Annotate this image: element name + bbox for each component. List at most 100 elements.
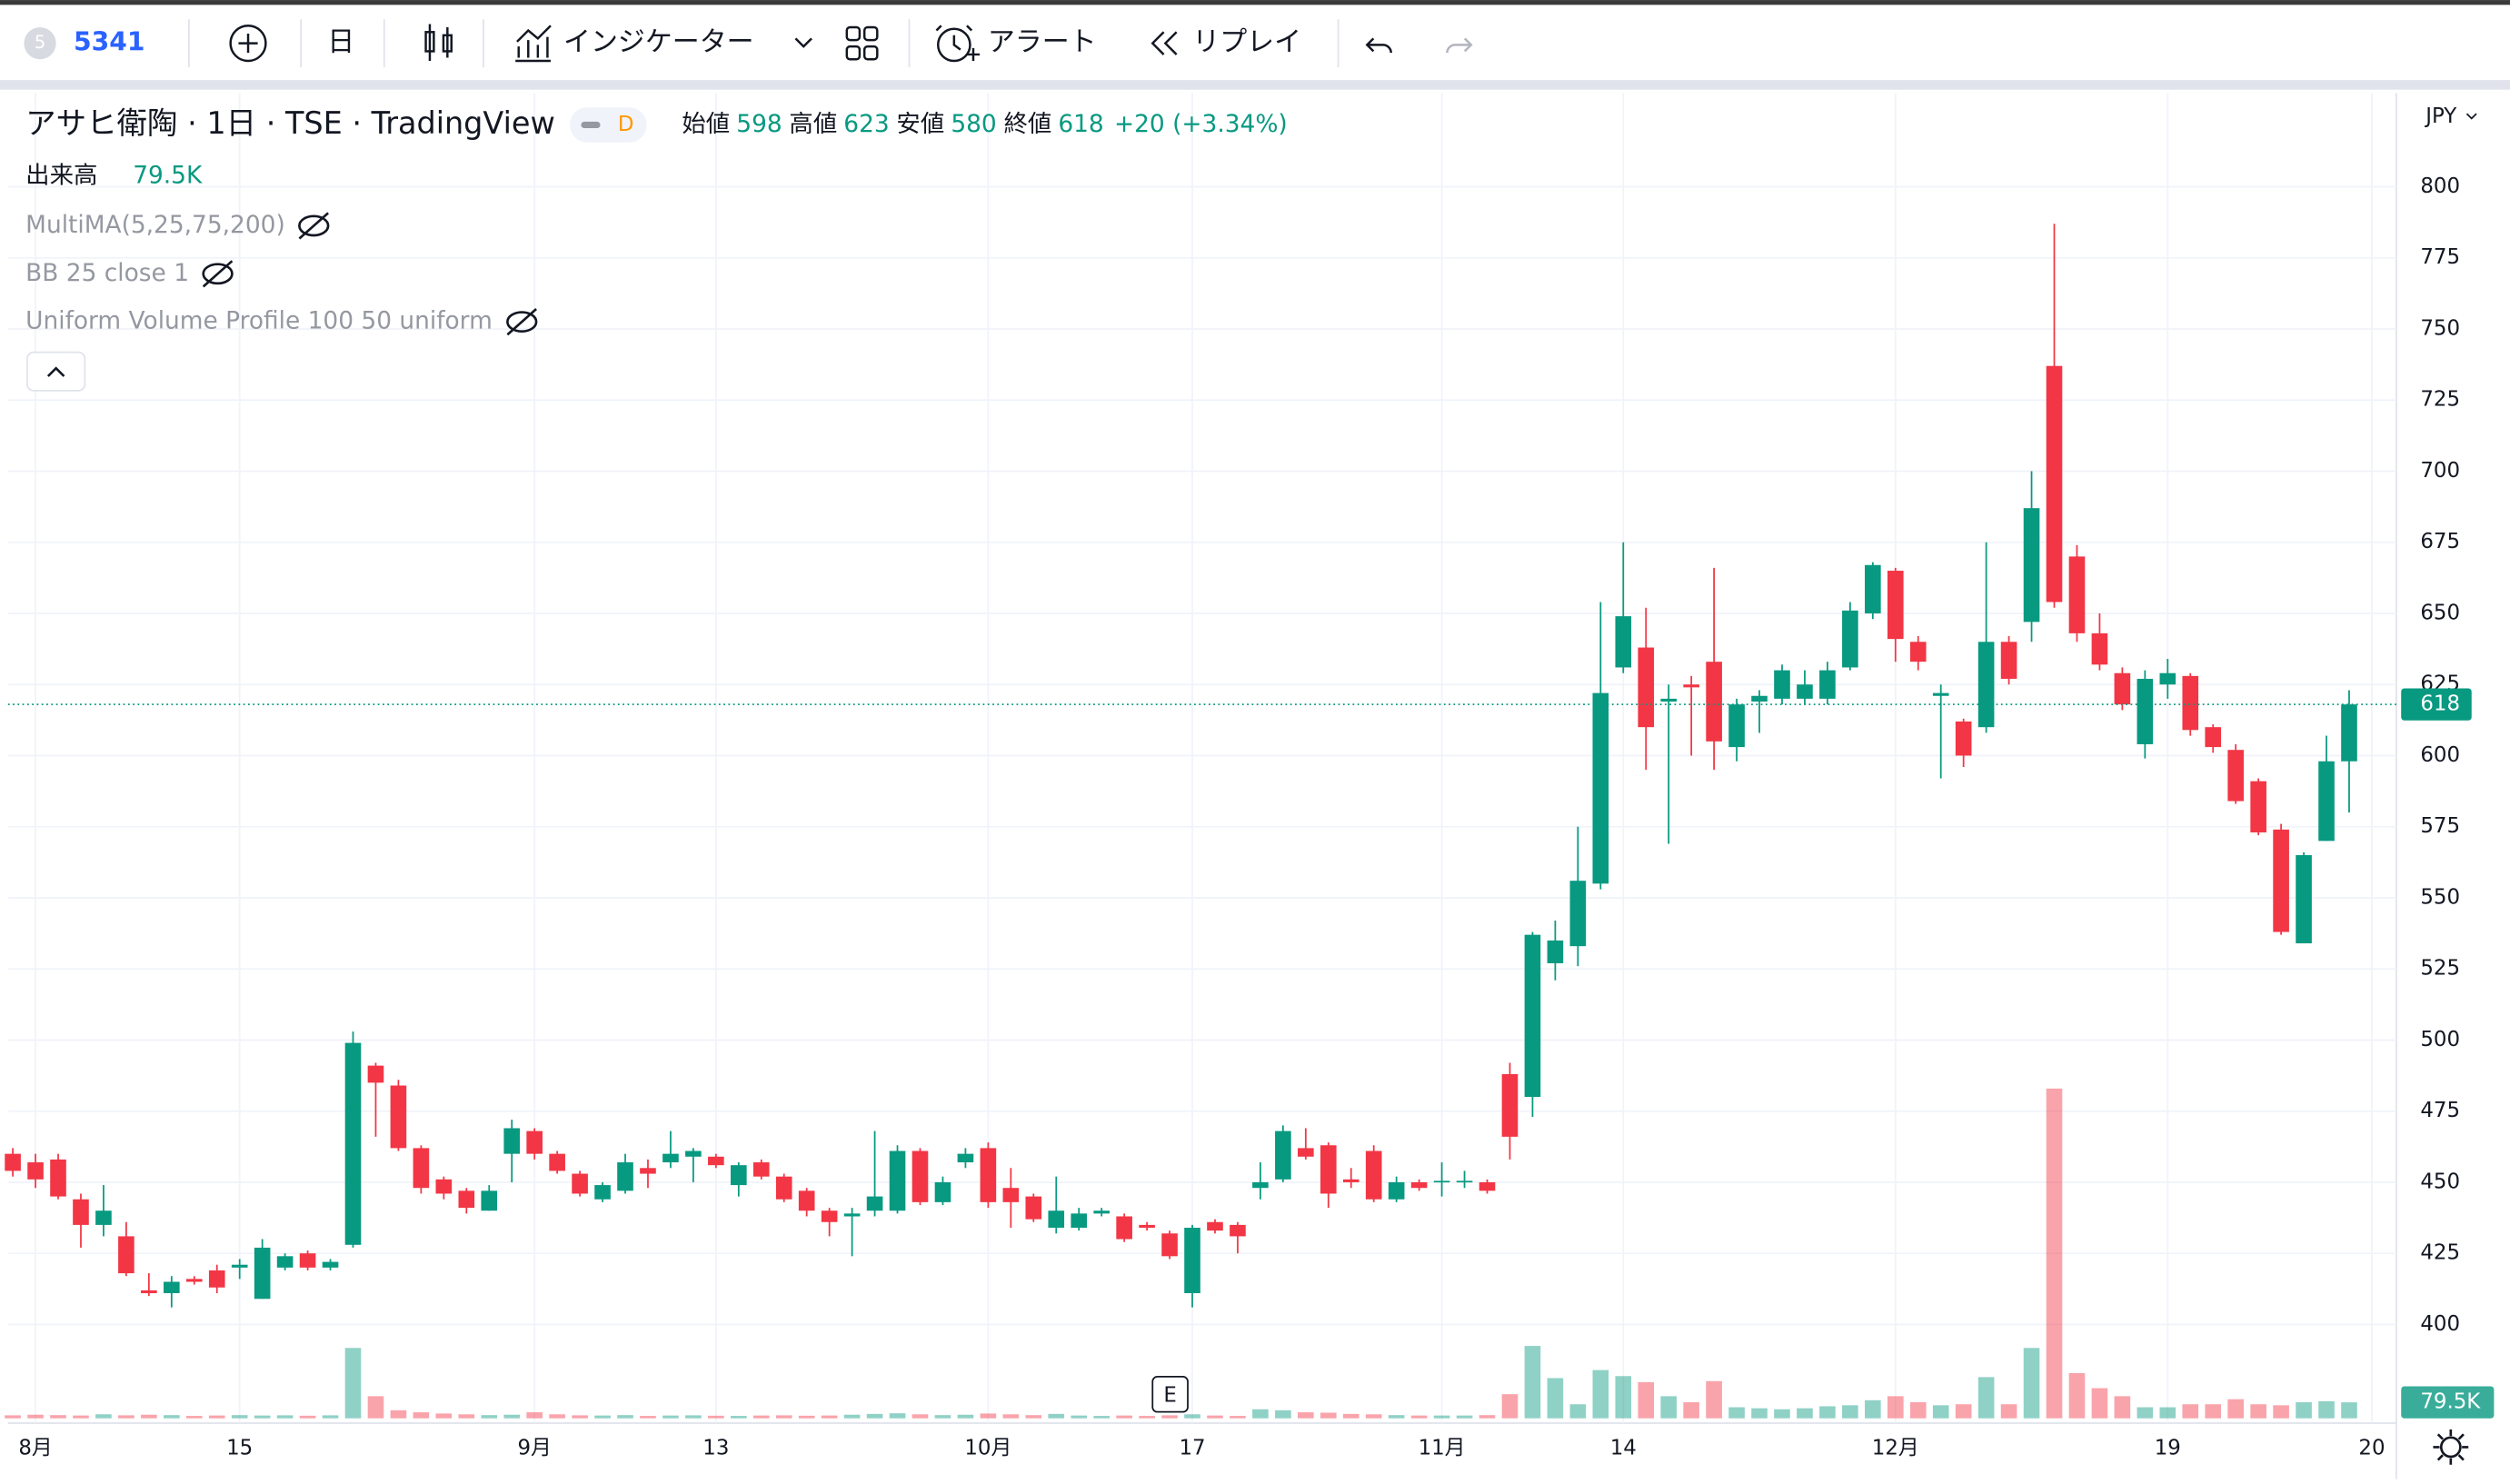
volume-bar — [1774, 1409, 1790, 1419]
y-tick-label: 725 — [2420, 388, 2460, 412]
candle-body — [572, 1173, 588, 1194]
volume-bar — [1547, 1378, 1564, 1419]
volume-bar — [2000, 1404, 2017, 1419]
ohlc-label: 始値 — [682, 110, 730, 138]
volume-bar — [2205, 1404, 2222, 1419]
candle-body — [27, 1162, 44, 1180]
candle-body — [390, 1085, 407, 1149]
alert-button[interactable]: アラート — [988, 26, 1097, 58]
y-tick-label: 450 — [2420, 1170, 2460, 1193]
volume-bar — [141, 1414, 157, 1419]
volume-bar — [775, 1415, 792, 1419]
undo-button[interactable] — [1365, 37, 1392, 54]
candle-body — [775, 1176, 792, 1200]
volume-bar — [911, 1414, 929, 1419]
volume-bar — [2046, 1088, 2063, 1419]
volume-bar — [1252, 1409, 1269, 1419]
volume-bar — [1797, 1408, 1813, 1419]
symbol-icon-text: 5 — [35, 32, 45, 53]
collapse-legend-button[interactable] — [26, 351, 86, 392]
candle-body — [1797, 684, 1813, 699]
layouts-button[interactable] — [845, 25, 879, 61]
volume-bar — [1139, 1416, 1155, 1419]
volume-value: 79.5K — [133, 161, 203, 189]
candle-body — [1298, 1148, 1314, 1157]
event-marker[interactable] — [1151, 1376, 1189, 1413]
replay-button[interactable]: リプレイ — [1192, 26, 1301, 58]
candle-body — [231, 1264, 248, 1268]
candle-body — [1207, 1221, 1223, 1231]
candle-body — [798, 1190, 815, 1211]
redo-button[interactable] — [1446, 37, 1473, 54]
candle-body — [526, 1130, 543, 1154]
dropdown-icon[interactable] — [794, 37, 812, 48]
interval-button[interactable]: 日 — [327, 26, 354, 58]
market-status-badge[interactable] — [570, 107, 647, 143]
y-tick-label: 675 — [2420, 530, 2460, 553]
currency-label[interactable]: JPY — [2424, 105, 2457, 128]
volume-bar — [1524, 1346, 1541, 1419]
replay-icon — [1150, 31, 1178, 55]
candle-body — [344, 1042, 362, 1245]
ohlc-label: 高値 — [789, 110, 837, 138]
candle-body — [1093, 1210, 1110, 1214]
candle-body — [1320, 1145, 1337, 1194]
volume-bar — [640, 1416, 656, 1419]
add-symbol-button[interactable] — [229, 25, 267, 63]
symbol[interactable]: 5341 — [74, 27, 144, 57]
symbol-icon[interactable] — [24, 26, 56, 60]
settings-button[interactable] — [2433, 1429, 2469, 1465]
volume-bar — [1660, 1396, 1677, 1419]
volume-bar — [2296, 1402, 2312, 1419]
volume-bar — [843, 1414, 861, 1419]
volume-bar — [2136, 1407, 2154, 1419]
candle-body — [1728, 704, 1745, 748]
volume-bar — [1456, 1415, 1473, 1419]
volume-bar — [1751, 1408, 1768, 1419]
alert-icon — [935, 25, 981, 63]
volume-bar — [1955, 1404, 1972, 1419]
volume-axis-label: 79.5K — [2420, 1390, 2481, 1414]
volume-bar — [1002, 1414, 1020, 1419]
volume-bar — [1048, 1413, 1065, 1419]
candle-body — [1116, 1216, 1132, 1240]
indicator-label[interactable]: BB 25 close 1 — [25, 259, 189, 287]
volume-bar — [1365, 1414, 1382, 1419]
volume-bar — [1842, 1405, 1858, 1419]
volume-bar — [821, 1415, 838, 1419]
volume-bar — [2273, 1405, 2289, 1419]
indicators-button[interactable]: インジケーター — [563, 26, 754, 58]
y-tick-label: 550 — [2420, 885, 2460, 909]
indicator-label[interactable]: MultiMA(5,25,75,200) — [25, 211, 285, 239]
volume-bar — [889, 1413, 906, 1419]
candle-body — [2182, 675, 2199, 731]
volume-bar — [731, 1416, 747, 1419]
candle-body — [1819, 670, 1836, 699]
volume-bar — [1161, 1415, 1178, 1419]
volume-bar — [1116, 1415, 1132, 1419]
ohlc-value: 598 — [736, 110, 782, 138]
candle-body — [2046, 365, 2063, 603]
candle-body — [843, 1213, 861, 1217]
candle-body — [2000, 642, 2017, 679]
volume-bar — [164, 1415, 180, 1419]
chart-type-button[interactable] — [424, 24, 453, 61]
candle-body — [2341, 704, 2357, 762]
volume-bar — [2318, 1400, 2335, 1419]
candle-body — [1365, 1150, 1382, 1200]
candle-body — [1456, 1180, 1473, 1183]
y-tick-label: 750 — [2420, 316, 2460, 340]
hidden-eye-icons[interactable] — [202, 212, 538, 336]
axes: 4004254504755005255505756006256506757007… — [7, 174, 2495, 1460]
candle-body — [2273, 829, 2289, 932]
volume-bar — [390, 1409, 407, 1419]
candles — [5, 224, 2357, 1308]
x-tick-label: 20 — [2358, 1437, 2385, 1460]
volume-bar — [1184, 1414, 1200, 1419]
indicator-label[interactable]: Uniform Volume Profile 100 50 uniform — [25, 307, 493, 335]
candle-body — [1252, 1181, 1269, 1189]
currency-dropdown[interactable] — [2465, 113, 2477, 120]
volume-bar — [50, 1415, 66, 1419]
candle-body — [821, 1210, 838, 1222]
